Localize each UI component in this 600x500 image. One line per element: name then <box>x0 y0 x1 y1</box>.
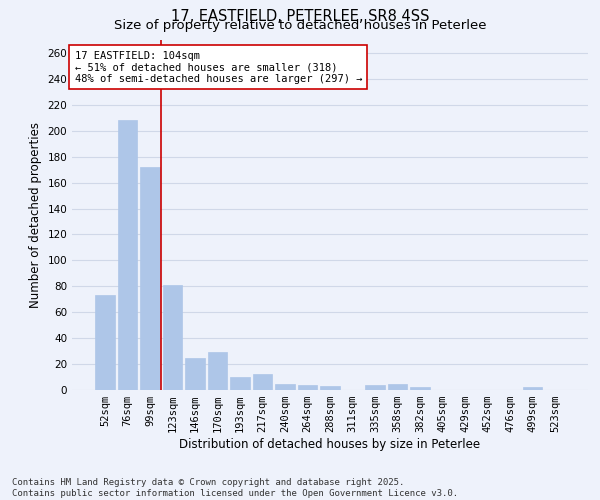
Bar <box>163 285 182 390</box>
Text: 17 EASTFIELD: 104sqm
← 51% of detached houses are smaller (318)
48% of semi-deta: 17 EASTFIELD: 104sqm ← 51% of detached h… <box>74 50 362 84</box>
Bar <box>230 377 250 390</box>
Bar <box>208 352 227 390</box>
Text: Size of property relative to detached houses in Peterlee: Size of property relative to detached ho… <box>114 19 486 32</box>
Bar <box>253 374 272 390</box>
Y-axis label: Number of detached properties: Number of detached properties <box>29 122 42 308</box>
Bar <box>185 358 205 390</box>
Bar <box>320 386 340 390</box>
Bar <box>365 385 385 390</box>
Bar <box>95 296 115 390</box>
Text: Contains HM Land Registry data © Crown copyright and database right 2025.
Contai: Contains HM Land Registry data © Crown c… <box>12 478 458 498</box>
Bar <box>118 120 137 390</box>
X-axis label: Distribution of detached houses by size in Peterlee: Distribution of detached houses by size … <box>179 438 481 451</box>
Text: 17, EASTFIELD, PETERLEE, SR8 4SS: 17, EASTFIELD, PETERLEE, SR8 4SS <box>171 9 429 24</box>
Bar <box>388 384 407 390</box>
Bar <box>410 388 430 390</box>
Bar <box>523 388 542 390</box>
Bar <box>140 167 160 390</box>
Bar <box>275 384 295 390</box>
Bar <box>298 385 317 390</box>
